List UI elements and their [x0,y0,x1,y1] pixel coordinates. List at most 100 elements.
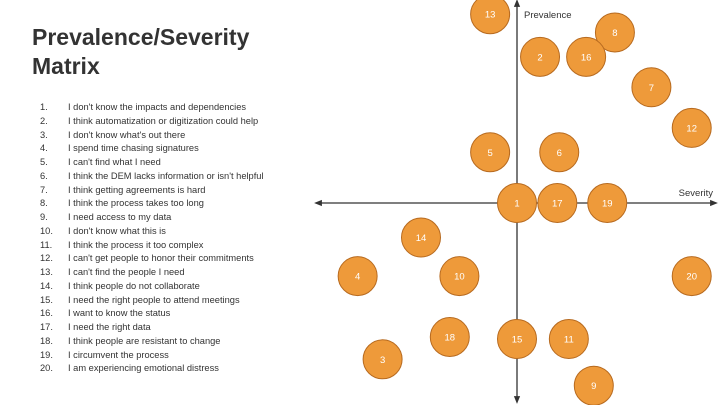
bubble-circle [401,217,441,258]
issue-item: 17. I need the right data [40,321,264,335]
issue-item: 4. I spend time chasing signatures [40,142,264,156]
bubble-label: 18 [445,332,456,343]
bubble-circle [566,36,607,77]
issue-list: 1. I don't know the impacts and dependenc… [40,101,264,376]
bubble-circle [520,36,561,77]
bubble-label: 15 [512,335,523,346]
bubble-label: 20 [686,272,697,283]
bubble-16: 16 [566,36,607,77]
bubble-label: 7 [649,83,654,94]
bubble-label: 10 [454,272,465,283]
issue-number: 13. [40,267,53,277]
issue-number: 20. [40,363,53,374]
issue-text: I think the process it too complex [68,239,204,250]
issue-text: I need the right data [68,322,151,332]
slide-title-line-1: Prevalence/Severity [32,24,250,50]
bubble-circle [631,67,672,108]
issue-item: 7. I think getting agreements is hard [40,184,264,198]
issue-item: 2. I think automatization or digitization… [40,115,264,129]
bubble-4: 4 [337,256,378,297]
bubble-label: 3 [380,355,385,366]
bubble-20: 20 [671,256,712,297]
issue-item: 10. I don't know what this is [40,225,264,239]
bubble-label: 9 [591,381,596,392]
issue-number: 17. [40,322,53,332]
issue-text: I think people are resistant to change [68,335,221,346]
bubble-circle [470,132,511,173]
bubble-13: 13 [470,0,511,35]
bubble-8: 8 [594,12,635,53]
issue-text: I can't find the people I need [68,267,185,277]
bubble-circle [497,319,537,360]
issue-item: 9. I need access to my data [40,211,264,225]
issue-number: 3. [40,129,48,140]
issue-text: I can't get people to honor their commit… [68,253,254,264]
issue-item: 14. I think people do not collaborate [40,280,264,294]
issue-number: 5. [40,157,48,167]
bubble-15: 15 [497,319,537,360]
issue-item: 1. I don't know the impacts and dependenc… [40,101,264,115]
bubble-circle [497,183,537,223]
bubble-label: 12 [686,123,697,134]
bubble-19: 19 [587,183,628,223]
issue-text: I want to know the status [68,308,171,319]
bubble-label: 6 [557,148,562,159]
issue-item: 12. I can't get people to honor their com… [40,252,264,266]
issue-number: 7. [40,184,48,195]
slide-title: Prevalence/Severity Matrix [32,23,249,81]
issue-number: 1. [40,102,48,112]
bubble-5: 5 [470,132,511,173]
issue-number: 12. [40,253,53,264]
issue-text: I circumvent the process [68,349,169,360]
bubble-14: 14 [401,217,441,258]
bubble-circle [539,132,580,173]
bubble-label: 5 [487,148,492,159]
issue-text: I think the DEM lacks information or isn… [68,170,264,181]
bubble-3: 3 [362,339,403,380]
bubble-circle [671,107,712,148]
issue-item: 3. I don't know what's out there [40,129,264,143]
bubble-label: 2 [537,52,542,63]
issue-text: I spend time chasing signatures [68,143,199,154]
issue-item: 13. I can't find the people I need [40,266,264,280]
issue-number: 15. [40,294,53,305]
bubble-18: 18 [429,316,470,357]
bubble-circle [537,183,578,223]
issue-number: 18. [40,335,53,346]
bubble-label: 1 [514,199,519,210]
bubble-circle [470,0,511,35]
issue-number: 4. [40,143,48,154]
issue-number: 6. [40,170,48,181]
issue-number: 8. [40,198,48,209]
issue-text: I don't know what's out there [68,129,186,140]
bubble-circle [671,256,712,297]
issue-number: 14. [40,280,53,291]
issue-text: I don't know the impacts and dependencie… [68,102,247,112]
issue-item: 11. I think the process it too complex [40,239,264,253]
issue-text: I need access to my data [68,212,172,222]
issue-text: I think getting agreements is hard [68,184,206,195]
issue-item: 16. I want to know the status [40,307,264,321]
bubble-label: 11 [564,335,574,346]
issue-number: 2. [40,115,48,126]
issue-item: 5. I can't find what I need [40,156,264,170]
bubble-circle [429,316,470,357]
bubble-label: 17 [552,199,563,210]
bubble-10: 10 [439,256,480,297]
bubble-label: 4 [355,272,360,283]
issue-number: 9. [40,212,48,222]
issue-number: 11. [40,239,53,250]
issue-item: 6. I think the DEM lacks information or i… [40,170,264,184]
bubble-circle [573,365,614,405]
issue-text: I don't know what this is [68,225,166,236]
bubble-label: 19 [602,199,613,210]
bubble-circle [548,319,589,360]
bubble-6: 6 [539,132,580,173]
bubble-circle [362,339,403,380]
issue-number: 10. [40,225,53,236]
issue-text: I think automatization or digitization c… [68,115,259,126]
issue-text: I think the process takes too long [68,198,204,209]
bubble-11: 11 [548,319,589,360]
issue-item: 8. I think the process takes too long [40,197,264,211]
